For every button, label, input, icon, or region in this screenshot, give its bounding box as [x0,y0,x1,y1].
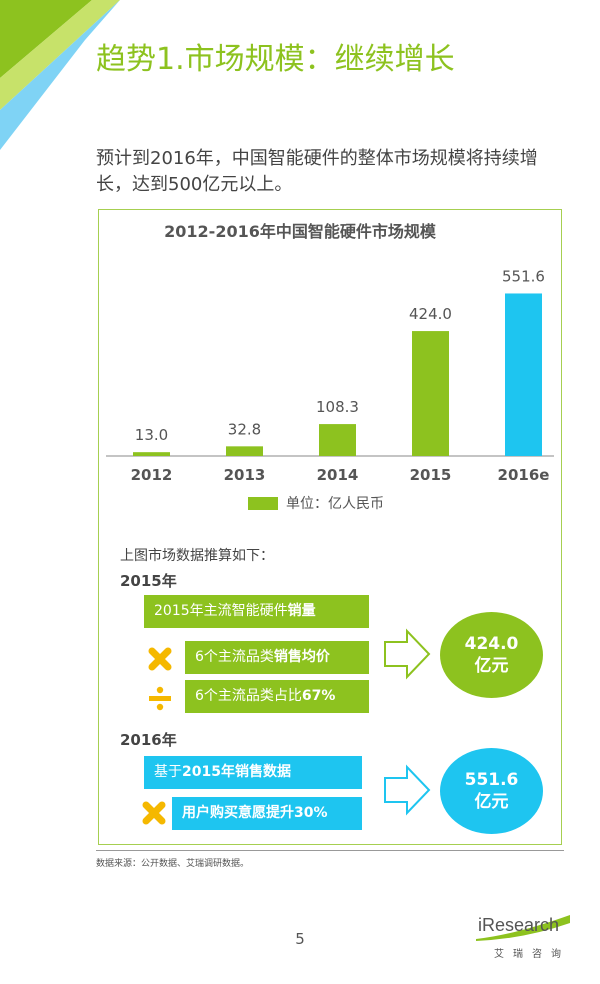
footer-divider [96,850,564,851]
category-label-2014: 2014 [317,466,359,484]
box-bold-text: 销售均价 [273,649,330,665]
calc-note: 上图市场数据推算如下： [120,548,274,564]
bar-2012 [133,452,170,456]
bar-2015 [412,331,449,456]
result-unit: 亿元 [474,656,509,676]
result-unit: 亿元 [474,792,509,812]
chart-title: 2012-2016年中国智能硬件市场规模 [164,222,436,241]
box-text: 2015年主流智能硬件 [154,603,288,619]
data-label-2014: 108.3 [316,398,359,416]
logo-subtext: 艾瑞咨询 [494,949,570,960]
corner-decoration [0,0,120,150]
category-label-2013: 2013 [224,466,266,484]
divide-icon [149,686,171,711]
bar-chart: 13.0 2012 32.8 2013 108.3 2014 424.0 2015 551.6 2… [106,267,554,484]
box-bold-text: 67% [301,688,336,704]
multiply-icon [148,647,172,671]
multiply-icon [142,801,166,825]
logo-swoosh [476,915,570,941]
page-title: 趋势1.市场规模：继续增长 [96,42,455,77]
box-2015-avg-price: 6个主流品类销售均价 [185,641,369,674]
result-2015: 424.0 亿元 [440,612,543,698]
result-value: 424.0 [464,634,519,654]
data-label-2016e: 551.6 [502,267,545,285]
iresearch-logo: iResearch 艾瑞咨询 [474,915,574,973]
bar-2013 [226,446,263,456]
content-card [98,209,562,845]
box-bold-text: 销量 [287,603,316,619]
legend-swatch [248,496,278,510]
intro-text: 预计到2016年，中国智能硬件的整体市场规模将持续增长，达到500亿元以上。 [96,148,538,195]
legend-label: 单位：亿人民币 [286,496,384,512]
data-label-2012: 13.0 [135,426,168,444]
box-2016-based-on: 基于2015年销售数据 [144,756,362,789]
box-bold-text: 用户购买意愿提升30% [182,805,328,821]
page-number: 5 [295,930,305,948]
data-label-2013: 32.8 [228,420,261,438]
box-2015-share: 6个主流品类占比67% [185,680,369,713]
arrow-right-icon [384,628,431,680]
data-label-2015: 424.0 [409,305,452,323]
result-2016: 551.6 亿元 [440,748,543,834]
box-2015-sales-volume: 2015年主流智能硬件销量 [144,595,369,628]
box-text: 6个主流品类占比 [195,688,302,704]
box-2016-willingness: 用户购买意愿提升30% [172,797,362,830]
result-value: 551.6 [464,770,519,790]
arrow-right-icon [384,764,431,816]
year-2016-label: 2016年 [120,731,177,749]
box-text: 6个主流品类 [195,649,274,665]
bar-2016e [505,293,542,456]
bar-2014 [319,424,356,456]
box-bold-text: 2015年销售数据 [182,764,291,780]
category-label-2016e: 2016e [498,466,550,484]
category-label-2012: 2012 [131,466,173,484]
data-source: 数据来源：公开数据、艾瑞调研数据。 [96,859,250,869]
box-text: 基于 [154,764,182,780]
logo-text: iResearch [478,915,560,935]
year-2015-label: 2015年 [120,572,177,590]
chart-legend: 单位：亿人民币 [248,493,384,513]
category-label-2015: 2015 [410,466,452,484]
